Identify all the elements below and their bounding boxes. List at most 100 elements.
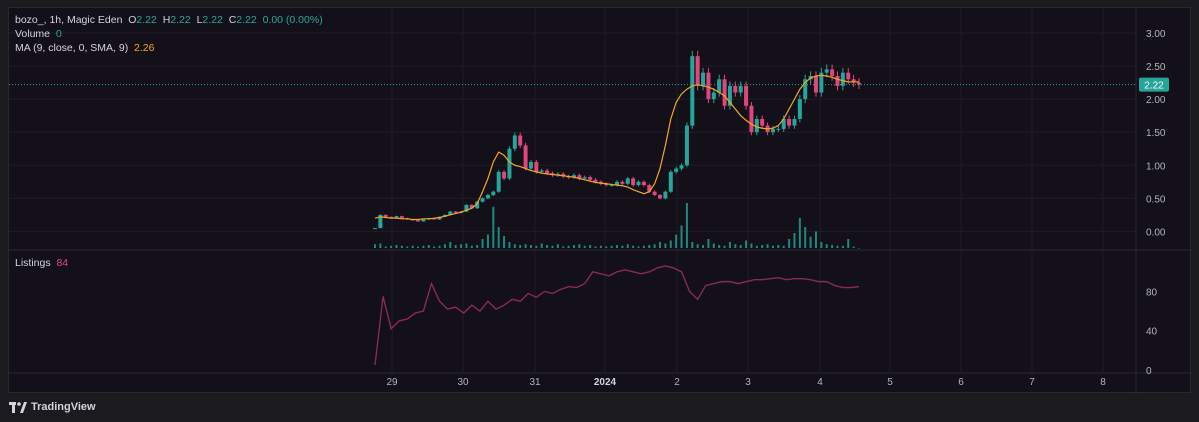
volume-bar — [605, 246, 608, 248]
candle-body — [545, 170, 550, 174]
volume-bar — [739, 245, 742, 248]
volume-bar — [524, 244, 527, 248]
volume-bar — [433, 246, 436, 248]
candle-body — [727, 85, 732, 106]
volume-bar — [519, 245, 522, 248]
time-tick-label: 6 — [958, 377, 964, 388]
volume-bar — [384, 246, 387, 248]
volume-bar — [411, 245, 414, 248]
tradingview-label: TradingView — [31, 401, 96, 413]
volume-bar — [771, 245, 774, 248]
volume-bar — [589, 245, 592, 248]
chart-panel[interactable]: 29 30 31 2024 2 3 4 5 6 7 8 3.00 2.50 2.00 1.50 1.00 0.5… — [8, 7, 1192, 394]
candle-body — [373, 228, 377, 230]
volume-bar — [572, 245, 575, 248]
candle-body — [437, 216, 442, 220]
last-price-badge-text: 2.22 — [1144, 81, 1164, 92]
candle-body — [539, 170, 544, 172]
volume-bar — [546, 245, 549, 248]
volume-bar — [503, 236, 506, 248]
candle-body — [813, 75, 818, 93]
candle-body — [711, 92, 716, 100]
volume-bar — [755, 245, 758, 248]
volume-bar — [734, 244, 737, 248]
chart-svg[interactable]: 29 30 31 2024 2 3 4 5 6 7 8 3.00 2.50 2.00 1.50 1.00 0.5… — [9, 8, 1192, 394]
ma-legend[interactable]: MA (9, close, 0, SMA, 9) 2.26 — [15, 42, 154, 54]
volume-bar — [648, 245, 651, 248]
listings-label: Listings — [15, 257, 51, 269]
volume-bar — [556, 244, 559, 248]
volume-bar — [814, 231, 817, 248]
volume-bar — [465, 243, 468, 248]
open-value: 2.22 — [136, 14, 157, 26]
ma-line — [374, 74, 859, 221]
ma-label: MA (9, close, 0, SMA, 9) — [15, 42, 129, 54]
volume-bar — [750, 243, 753, 248]
candle-body — [652, 191, 657, 196]
candle-body — [835, 75, 840, 86]
candle-body — [394, 216, 399, 219]
volume-bar — [836, 245, 839, 248]
ohlc-legend: bozo_, 1h, Magic Eden O2.22 H2.22 L2.22 … — [15, 14, 323, 26]
time-tick-label: 31 — [529, 377, 541, 388]
candle-body — [754, 118, 759, 133]
candle-body — [717, 79, 722, 93]
candle-body — [383, 214, 388, 217]
volume-bar — [460, 244, 463, 248]
listings-value: 84 — [56, 257, 69, 269]
volume-bar — [809, 236, 812, 248]
tradingview-logo[interactable]: TradingView — [9, 401, 96, 413]
candle-body — [776, 128, 781, 130]
candle-body — [464, 204, 469, 212]
candle-body — [620, 181, 625, 184]
volume-bar — [664, 243, 667, 248]
candle-body — [684, 125, 689, 166]
symbol-title[interactable]: bozo_, 1h, Magic Eden — [15, 14, 123, 26]
candle-body — [523, 145, 528, 169]
candle-body — [512, 135, 517, 149]
tradingview-icon — [9, 401, 27, 413]
volume-bar — [626, 244, 629, 248]
volume-bar — [669, 240, 672, 248]
candle-body — [453, 211, 458, 213]
low-value: 2.22 — [202, 14, 223, 26]
volume-bar — [858, 248, 860, 249]
candle-body — [389, 216, 394, 219]
candle-body — [625, 178, 630, 184]
volume-bar — [454, 245, 457, 248]
candle-body — [792, 118, 797, 126]
volume-bar — [766, 244, 769, 248]
volume-bar — [621, 245, 624, 248]
volume-bar — [567, 245, 570, 248]
candle-body — [797, 99, 802, 119]
candle-body — [749, 105, 754, 133]
listings-line — [374, 265, 860, 366]
volume-bar — [443, 244, 446, 248]
ma-value: 2.26 — [134, 42, 155, 54]
volume-bar — [831, 245, 834, 248]
volume-bar — [578, 244, 581, 248]
volume-bar — [497, 227, 500, 248]
volume-legend[interactable]: Volume 0 — [15, 28, 62, 40]
volume-bar — [761, 245, 764, 248]
volume-bar — [675, 234, 678, 248]
candle-body — [378, 214, 383, 229]
volume-bar — [825, 244, 828, 248]
candle-body — [507, 148, 512, 179]
volume-bar — [718, 245, 721, 248]
volume-bar — [540, 243, 543, 248]
volume-bar — [610, 245, 613, 248]
volume-bar — [745, 240, 748, 248]
candle-body — [674, 168, 679, 172]
volume-bar — [820, 242, 823, 248]
candle-body — [491, 191, 496, 196]
candle-body — [577, 175, 582, 179]
time-tick-label: 3 — [745, 377, 751, 388]
candle-body — [840, 72, 845, 86]
volume-bar — [616, 245, 618, 248]
candle-body — [588, 177, 593, 180]
candle-body — [609, 185, 614, 187]
listings-legend[interactable]: Listings 84 — [15, 257, 68, 269]
candle-body — [679, 165, 684, 169]
